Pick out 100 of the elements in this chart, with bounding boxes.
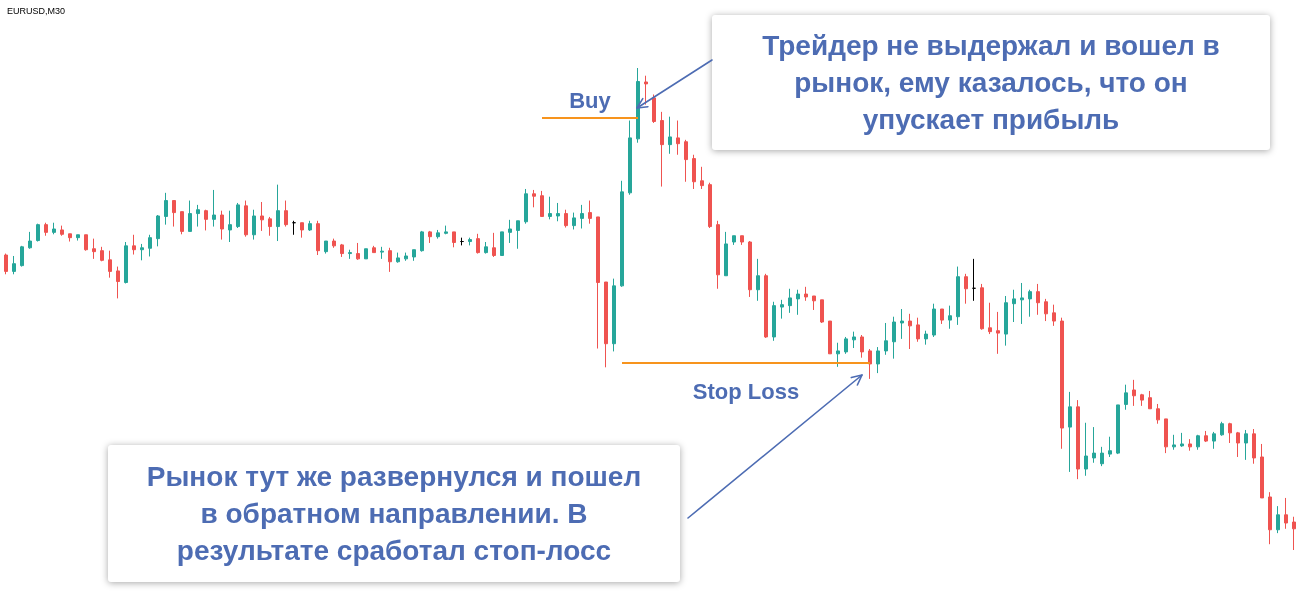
candlestick [1132,379,1136,407]
candlestick [1180,432,1184,448]
candlestick [1076,399,1080,480]
candlestick [212,189,216,228]
candlestick [620,180,624,288]
candlestick [708,182,712,229]
candlestick [604,281,608,368]
candlestick [652,94,656,124]
candlestick [956,266,960,326]
annotation: Трейдер не выдержал и вошел в рынок, ему казалось, что он упускает прибыль [761,29,1221,137]
candlestick [716,220,720,290]
candlestick [1116,404,1120,455]
candlestick [1060,317,1064,450]
candlestick [1140,393,1144,407]
candlestick [436,229,440,240]
candlestick [188,200,192,232]
candlestick [660,111,664,188]
candlestick [876,346,880,374]
candlestick [164,192,168,226]
candlestick [332,238,336,249]
candlestick [124,241,128,284]
candlestick [140,243,144,261]
candlestick [292,220,296,236]
candlestick [1068,391,1072,473]
callout-box: Трейдер не выдержал и вошел в рынок, ему казалось, что он упускает прибыль [712,15,1270,150]
candlestick [828,320,832,355]
candlestick [740,235,744,246]
candlestick [1036,283,1040,316]
candlestick [1028,289,1032,318]
candlestick [860,334,864,359]
candlestick [1284,497,1288,530]
candlestick [1244,429,1248,461]
ref-line-label: Buy [569,88,612,114]
candlestick [932,303,936,338]
candlestick [612,278,616,352]
candlestick [484,241,488,255]
candlestick [772,301,776,342]
candlestick [996,311,1000,355]
candlestick [220,210,224,241]
candlestick [1220,421,1224,437]
candlestick [148,234,152,257]
candlestick [1044,298,1048,322]
candlestick [284,200,288,228]
candlestick [60,225,64,237]
candlestick [500,231,504,256]
candlestick [276,184,280,242]
candlestick [324,240,328,255]
candlestick [388,247,392,273]
candlestick [1012,289,1016,323]
candlestick [100,246,104,262]
candlestick [4,253,8,275]
candlestick [1156,403,1160,425]
candlestick [988,302,992,335]
candlestick [596,216,600,350]
candlestick [92,238,96,260]
candlestick [572,212,576,230]
candlestick [316,220,320,256]
candlestick [732,235,736,246]
candlestick [844,336,848,355]
candlestick [76,234,80,242]
candlestick [52,222,56,235]
candlestick [924,330,928,346]
candlestick [556,202,560,222]
candlestick [748,240,752,298]
candlestick [396,252,400,264]
candlestick [468,237,472,246]
candlestick [1196,434,1200,451]
candlestick [892,316,896,360]
candlestick [68,233,72,243]
candlestick [492,232,496,258]
candlestick [524,188,528,225]
candlestick [1164,418,1168,454]
candlestick [180,211,184,235]
chart-title: EURUSD,M30 [7,5,66,16]
candlestick [404,252,408,262]
candlestick [644,75,648,106]
candlestick [1052,304,1056,327]
annotation: Рынок тут же развернулся и пошел в обратном направлении. В результате сработал стоп-лосс [145,460,643,568]
candlestick [868,348,872,380]
candlestick [452,231,456,248]
candlestick [724,231,728,277]
candlestick [972,258,976,302]
ref-line-label: Stop Loss [692,379,800,404]
candlestick [172,200,176,228]
candlestick [676,120,680,156]
candlestick [204,209,208,231]
candlestick [796,289,800,316]
candlestick [1020,282,1024,325]
candlestick [196,204,200,228]
candlestick [508,219,512,244]
candlestick [764,273,768,339]
candlestick [1268,491,1272,545]
candlestick [1188,438,1192,452]
candlestick [380,246,384,260]
candlestick [1292,516,1296,551]
candlestick [684,139,688,183]
candlestick [700,166,704,190]
candlestick [156,214,160,247]
candlestick [364,248,368,260]
candlestick [244,200,248,238]
